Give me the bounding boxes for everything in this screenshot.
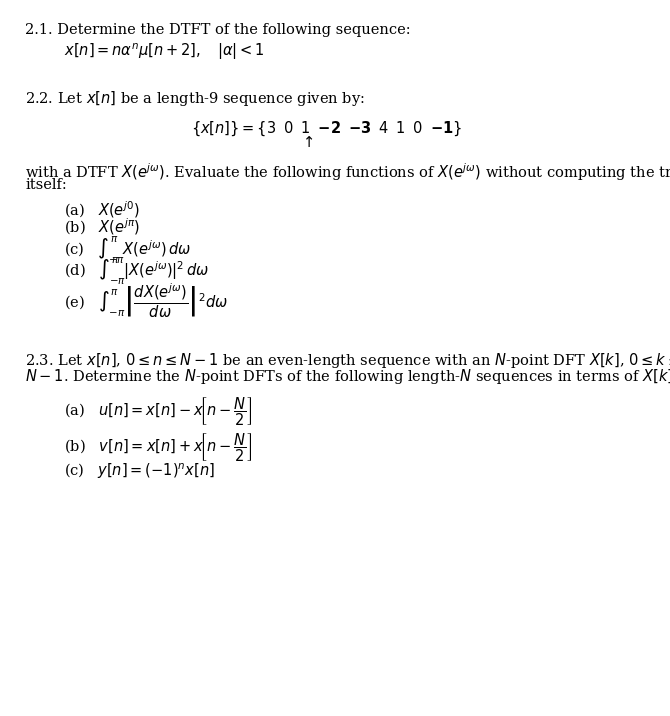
Text: (a)   $X(e^{j0})$: (a) $X(e^{j0})$ (64, 199, 139, 220)
Text: 2.1. Determine the DTFT of the following sequence:: 2.1. Determine the DTFT of the following… (25, 23, 411, 37)
Text: (d)   $\int_{-\pi}^{\pi} |X(e^{j\omega})|^2\, d\omega$: (d) $\int_{-\pi}^{\pi} |X(e^{j\omega})|^… (64, 256, 209, 287)
Text: $x[n] = n\alpha^n\mu[n+2], \quad |\alpha| < 1$: $x[n] = n\alpha^n\mu[n+2], \quad |\alpha… (64, 42, 264, 62)
Text: (a)   $u[n] = x[n] - x\!\left[n - \dfrac{N}{2}\right]$: (a) $u[n] = x[n] - x\!\left[n - \dfrac{N… (64, 395, 252, 427)
Text: (c)   $\int_{-\pi}^{\pi} X(e^{j\omega})\, d\omega$: (c) $\int_{-\pi}^{\pi} X(e^{j\omega})\, … (64, 235, 191, 266)
Text: (e)   $\int_{-\pi}^{\pi} \left|\dfrac{dX(e^{j\omega})}{d\omega}\right|^2 d\omega: (e) $\int_{-\pi}^{\pi} \left|\dfrac{dX(e… (64, 282, 228, 320)
Text: 2.3. Let $x[n]$, $0 \leq n \leq N-1$ be an even-length sequence with an $N$-poin: 2.3. Let $x[n]$, $0 \leq n \leq N-1$ be … (25, 351, 670, 370)
Text: (b)   $v[n] = x[n] + x\!\left[n - \dfrac{N}{2}\right]$: (b) $v[n] = x[n] + x\!\left[n - \dfrac{N… (64, 431, 252, 463)
Text: (b)   $X(e^{j\pi})$: (b) $X(e^{j\pi})$ (64, 216, 139, 237)
Text: (c)   $y[n] = (-1)^n x[n]$: (c) $y[n] = (-1)^n x[n]$ (64, 462, 214, 481)
Text: itself:: itself: (25, 178, 67, 192)
Text: with a DTFT $X(e^{j\omega})$. Evaluate the following functions of $X(e^{j\omega}: with a DTFT $X(e^{j\omega})$. Evaluate t… (25, 161, 670, 183)
Text: $N-1$. Determine the $N$-point DFTs of the following length-$N$ sequences in ter: $N-1$. Determine the $N$-point DFTs of t… (25, 367, 670, 387)
Text: $\{x[n]\} = \{3 \;\; 0 \;\; 1 \;\; \mathbf{-2} \;\; \mathbf{-3} \;\; 4 \;\; 1 \;: $\{x[n]\} = \{3 \;\; 0 \;\; 1 \;\; \math… (191, 120, 462, 138)
Text: $\uparrow$: $\uparrow$ (300, 135, 314, 150)
Text: 2.2. Let $x[n]$ be a length-9 sequence given by:: 2.2. Let $x[n]$ be a length-9 sequence g… (25, 90, 365, 109)
